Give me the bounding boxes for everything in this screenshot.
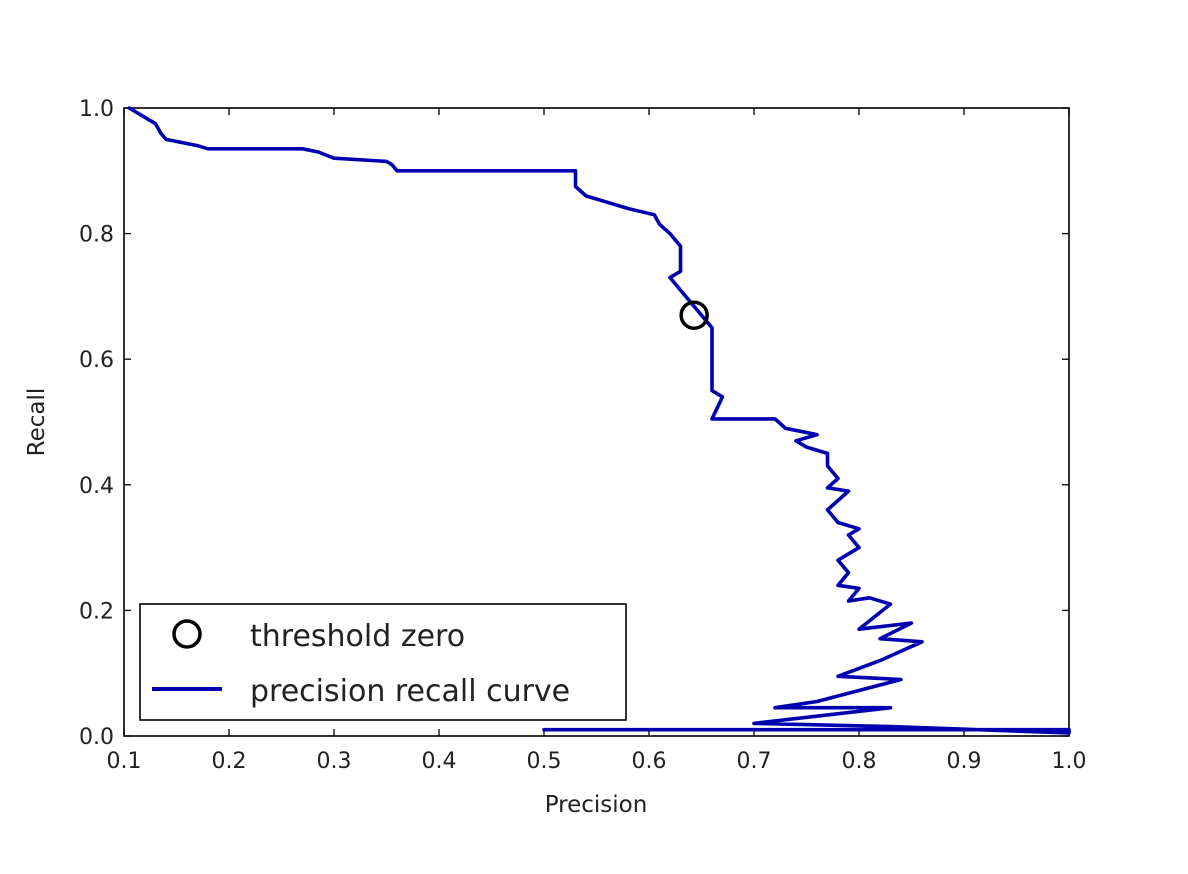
x-tick-label: 0.3	[317, 749, 352, 774]
axis-ticks: 0.1 0.2 0.3 0.4 0.5 0.6 0.7 0.8 0.9 1.0 0.0 0.2 0.4 0…	[79, 97, 1087, 774]
x-tick-label: 0.9	[947, 749, 982, 774]
legend-frame	[139, 603, 627, 721]
y-tick-label: 0.8	[79, 223, 114, 248]
y-tick-label: 0.0	[79, 725, 114, 750]
x-tick-label: 0.4	[422, 749, 457, 774]
x-axis-title: Precision	[545, 792, 648, 818]
x-tick-label: 0.5	[527, 749, 562, 774]
x-tick-label: 0.2	[212, 749, 247, 774]
x-tick-label: 1.0	[1052, 749, 1087, 774]
legend-label-precision-recall-curve: precision recall curve	[250, 674, 570, 709]
y-tick-label: 0.6	[79, 348, 114, 373]
y-axis-title: Recall	[24, 388, 50, 457]
y-tick-label: 0.4	[79, 474, 114, 499]
x-tick-label: 0.7	[737, 749, 772, 774]
y-tick-label: 1.0	[79, 97, 114, 122]
series-line-precision-recall-curve	[127, 106, 1071, 735]
legend: threshold zero precision recall curve	[139, 603, 627, 721]
marker-threshold-zero	[679, 300, 709, 330]
x-tick-label: 0.8	[842, 749, 877, 774]
y-tick-label: 0.2	[79, 599, 114, 624]
legend-label-threshold-zero: threshold zero	[250, 619, 465, 654]
x-tick-label: 0.6	[632, 749, 667, 774]
series-layer	[127, 106, 1071, 735]
x-tick-label: 0.1	[107, 749, 142, 774]
legend-marker-threshold-zero	[172, 619, 202, 649]
